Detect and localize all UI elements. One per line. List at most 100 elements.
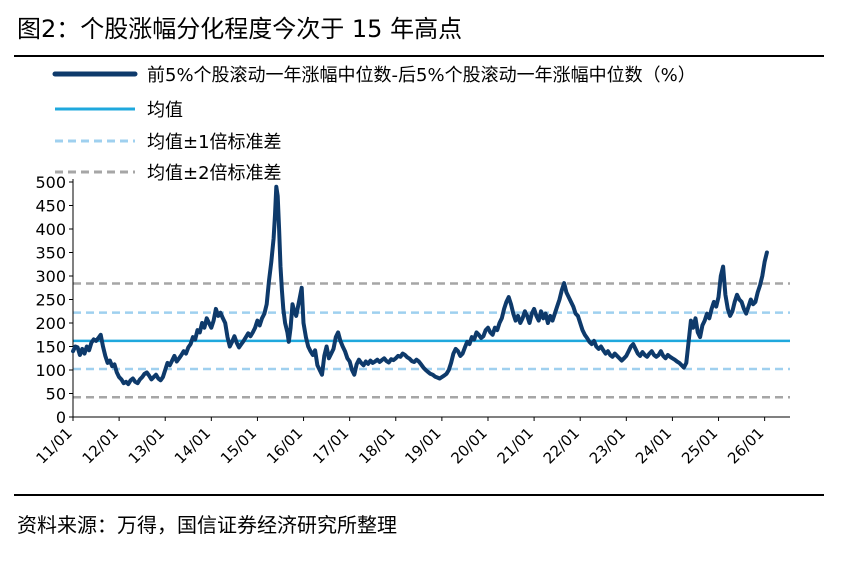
data-point [83, 353, 86, 355]
data-point [462, 353, 464, 355]
data-point [697, 331, 699, 333]
data-point [766, 251, 768, 254]
data-point [297, 306, 299, 308]
data-point [362, 364, 365, 366]
data-point [277, 195, 279, 197]
data-point [632, 343, 634, 345]
data-point [77, 346, 79, 348]
data-point [715, 306, 717, 308]
data-point [372, 362, 374, 364]
data-point [734, 301, 736, 303]
data-point [376, 359, 378, 361]
data-point [729, 315, 731, 317]
y-tick-label: 450 [35, 197, 66, 216]
y-tick-label: 150 [35, 338, 66, 357]
data-point [556, 306, 558, 308]
data-point [413, 361, 415, 363]
data-point [614, 353, 616, 355]
data-point [141, 376, 143, 378]
data-point [79, 354, 81, 356]
data-point [609, 354, 611, 356]
data-point [224, 322, 226, 324]
y-tick-label: 400 [35, 220, 66, 239]
data-point [180, 354, 182, 356]
x-tick-label: 19/01 [401, 424, 444, 467]
data-point [199, 331, 201, 333]
data-point [558, 298, 561, 301]
data-point [653, 354, 655, 356]
data-point [628, 350, 630, 352]
title-rule [14, 55, 824, 57]
data-point [335, 336, 337, 338]
data-point [508, 296, 510, 298]
data-point [678, 362, 680, 364]
data-point [369, 360, 371, 362]
data-point [139, 378, 141, 380]
data-point [256, 320, 258, 322]
y-tick-label: 300 [35, 267, 66, 286]
x-tick-label: 12/01 [79, 424, 122, 467]
data-point [688, 341, 690, 343]
x-tick-label: 11/01 [33, 424, 76, 467]
series-layer [71, 184, 769, 387]
data-point [95, 340, 97, 342]
data-point [120, 378, 122, 380]
data-point [150, 378, 152, 380]
data-point [229, 345, 231, 348]
y-tick-label: 100 [35, 361, 66, 380]
data-point [595, 345, 597, 348]
data-point [185, 353, 187, 355]
data-point [164, 369, 166, 371]
data-point [637, 353, 639, 355]
data-point [551, 320, 554, 322]
data-point [584, 334, 586, 336]
data-point [485, 329, 487, 331]
data-point [397, 355, 399, 357]
data-point [448, 369, 450, 371]
data-point [575, 313, 577, 315]
data-point [388, 361, 390, 364]
data-point [226, 336, 229, 338]
data-point [100, 334, 102, 336]
data-point [713, 301, 715, 303]
data-point [231, 341, 233, 343]
data-point [146, 371, 148, 373]
data-point [630, 345, 632, 348]
data-point [279, 266, 282, 268]
data-point [415, 359, 418, 361]
data-point [123, 382, 125, 384]
data-point [222, 317, 224, 319]
data-point [452, 353, 454, 355]
data-point [505, 301, 507, 303]
y-tick-label: 350 [35, 244, 66, 263]
data-point [563, 282, 565, 284]
data-point [531, 313, 533, 315]
data-point [494, 327, 496, 329]
data-point [471, 336, 473, 338]
data-point [286, 331, 288, 333]
data-point [104, 355, 106, 357]
x-tick-label: 25/01 [678, 424, 721, 467]
data-point [160, 379, 162, 381]
data-point [747, 306, 750, 308]
data-point [102, 345, 104, 348]
data-point [510, 303, 512, 305]
data-point [646, 356, 648, 358]
legend-label: 前5%个股滚动一年涨幅中位数-后5%个股滚动一年涨幅中位数（%） [147, 65, 696, 86]
data-point [360, 362, 362, 364]
data-point [196, 329, 199, 331]
data-point [274, 214, 276, 216]
y-tick-label: 250 [35, 291, 66, 310]
data-point [252, 331, 254, 333]
axes: 0 50 100 150 200 250 300 350 400 450 500 11/01 12/01… [33, 173, 790, 467]
data-point [86, 345, 88, 348]
data-point [701, 324, 704, 326]
data-point [706, 313, 708, 315]
data-point [611, 356, 614, 358]
data-point [307, 345, 309, 348]
data-point [342, 345, 344, 348]
data-point [503, 308, 505, 310]
data-point [662, 355, 664, 357]
data-point [290, 327, 292, 329]
